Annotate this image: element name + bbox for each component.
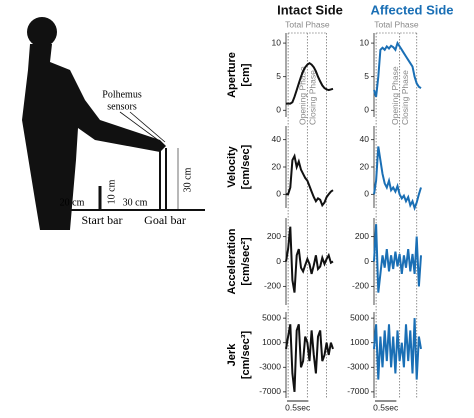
data-line [286, 153, 334, 208]
dimension-label: 30 cm [182, 167, 193, 192]
dimension-label: 20 cm [60, 197, 85, 208]
head [27, 17, 57, 47]
data-line [285, 226, 334, 293]
y-axis-label: Aperture [226, 52, 238, 98]
column-title: Intact Side [277, 2, 343, 17]
y-tick-label: 1000 [262, 337, 281, 347]
scale-bar-label: 0.5sec [285, 402, 311, 412]
sensor-label: sensors [107, 101, 137, 112]
data-line [373, 146, 422, 212]
y-tick-label: 5 [364, 71, 369, 81]
y-axis-unit: [cm/sec] [240, 144, 252, 189]
y-tick-label: 200 [355, 231, 369, 241]
phase-label: Total Phase [285, 19, 330, 29]
pointer [129, 111, 166, 143]
scale-bar-label: 0.5sec [373, 402, 399, 412]
y-tick-label: 5 [276, 71, 281, 81]
dimension-label: 30 cm [123, 197, 148, 208]
y-tick-label: 10 [272, 37, 282, 47]
y-tick-label: 0 [364, 105, 369, 115]
y-tick-label: 40 [272, 134, 282, 144]
y-tick-label: -200 [264, 281, 281, 291]
phase-label: Opening Phase [390, 66, 400, 125]
bar-label: Goal bar [144, 213, 186, 227]
data-line [373, 40, 422, 98]
y-axis-label: Acceleration [226, 228, 238, 294]
y-axis-unit: [cm/sec²] [240, 237, 252, 286]
dimension-label: 10 cm [106, 179, 117, 204]
y-tick-label: 0 [276, 256, 281, 266]
y-tick-label: 5000 [350, 312, 369, 322]
y-tick-label: 20 [272, 161, 282, 171]
phase-label: Closing Phase [308, 70, 318, 125]
y-axis-unit: [cm/sec³] [240, 331, 252, 380]
phase-label: Closing Phase [400, 70, 410, 125]
silhouette [22, 44, 166, 230]
pointer [119, 111, 159, 141]
y-tick-label: -3000 [347, 362, 369, 372]
y-tick-label: -3000 [259, 362, 281, 372]
data-line [373, 318, 422, 380]
y-axis-label: Velocity [226, 145, 238, 187]
y-tick-label: 1000 [350, 337, 369, 347]
data-line [286, 61, 334, 105]
sensor-label: Polhemus [102, 89, 142, 100]
data-line [285, 323, 334, 393]
bar-label: Start bar [82, 213, 123, 227]
phase-label: Opening Phase [298, 66, 308, 125]
illustration: Polhemus sensors 20 cm 10 cm 30 cm 30 cm… [22, 17, 205, 230]
y-tick-label: 0 [364, 256, 369, 266]
y-tick-label: 0 [276, 189, 281, 199]
y-tick-label: 5000 [262, 312, 281, 322]
y-tick-label: 200 [267, 231, 281, 241]
y-tick-label: -7000 [259, 386, 281, 396]
y-tick-label: 20 [360, 161, 370, 171]
y-tick-label: 40 [360, 134, 370, 144]
data-line [373, 224, 422, 293]
phase-label: Total Phase [374, 19, 419, 29]
column-title: Affected Side [370, 2, 453, 17]
y-tick-label: -200 [352, 281, 369, 291]
y-tick-label: 10 [360, 37, 370, 47]
y-tick-label: -7000 [347, 386, 369, 396]
y-tick-label: 0 [276, 105, 281, 115]
y-tick-label: 0 [364, 189, 369, 199]
y-axis-unit: [cm] [240, 63, 252, 87]
y-axis-label: Jerk [226, 343, 238, 367]
charts: Intact Side Affected Side 0 5 10 Aperture [cm]… [226, 2, 454, 412]
